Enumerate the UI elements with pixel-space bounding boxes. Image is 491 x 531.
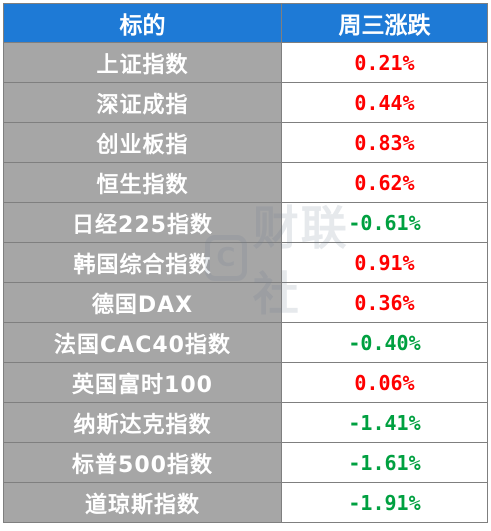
change-value-cell: 0.36% [281,282,488,323]
index-name-cell: 创业板指 [3,122,282,163]
index-name-cell: 标普500指数 [3,442,282,483]
table-row: 恒生指数 0.62% [3,162,488,203]
index-name-cell: 恒生指数 [3,162,282,203]
change-value-cell: -0.61% [281,202,488,243]
change-value-cell: -1.91% [281,482,488,523]
change-value-cell: 0.83% [281,122,488,163]
index-name-cell: 英国富时100 [3,362,282,403]
change-value-cell: 0.06% [281,362,488,403]
table-row: 法国CAC40指数 -0.40% [3,322,488,363]
index-name-cell: 纳斯达克指数 [3,402,282,443]
table-header-row: 标的 周三涨跌 [3,3,488,43]
table-row: 道琼斯指数 -1.91% [3,482,488,523]
index-name-cell: 日经225指数 [3,202,282,243]
change-value-cell: 0.44% [281,82,488,123]
change-value-cell: -0.40% [281,322,488,363]
table-row: 标普500指数 -1.61% [3,442,488,483]
table-row: 创业板指 0.83% [3,122,488,163]
table-row: 德国DAX 0.36% [3,282,488,323]
table-row: 深证成指 0.44% [3,82,488,123]
table-row: 纳斯达克指数 -1.41% [3,402,488,443]
header-name-cell: 标的 [3,3,282,43]
table-row: 日经225指数 -0.61% [3,202,488,243]
change-value-cell: -1.61% [281,442,488,483]
index-name-cell: 道琼斯指数 [3,482,282,523]
change-value-cell: -1.41% [281,402,488,443]
index-name-cell: 上证指数 [3,42,282,83]
change-value-cell: 0.62% [281,162,488,203]
table-row: 韩国综合指数 0.91% [3,242,488,283]
index-name-cell: 德国DAX [3,282,282,323]
table-row: 英国富时100 0.06% [3,362,488,403]
table-row: 上证指数 0.21% [3,42,488,83]
index-change-table: 标的 周三涨跌 上证指数 0.21% 深证成指 0.44% 创业板指 0.83% 恒生指数 0… [3,3,488,523]
index-name-cell: 深证成指 [3,82,282,123]
table-body: 上证指数 0.21% 深证成指 0.44% 创业板指 0.83% 恒生指数 0.62% 日经22… [3,42,488,523]
change-value-cell: 0.21% [281,42,488,83]
header-change-cell: 周三涨跌 [281,3,488,43]
change-value-cell: 0.91% [281,242,488,283]
index-name-cell: 韩国综合指数 [3,242,282,283]
index-name-cell: 法国CAC40指数 [3,322,282,363]
